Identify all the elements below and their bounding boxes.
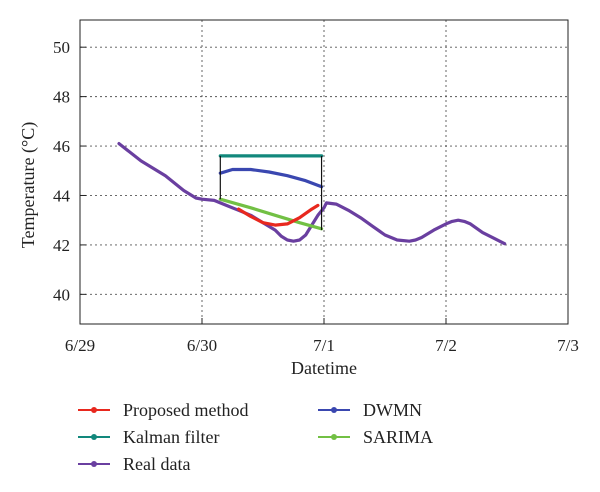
y-tick-label: 50	[53, 38, 70, 57]
series-line-sarima	[218, 197, 324, 231]
y-tick-label: 40	[53, 285, 70, 304]
legend-marker	[91, 407, 97, 413]
x-tick-label: 7/2	[435, 336, 457, 355]
legend-label: DWMN	[363, 400, 422, 420]
x-tick-label: 6/30	[187, 336, 217, 355]
series-lines	[117, 142, 507, 246]
legend-item-sarima: SARIMA	[318, 427, 433, 447]
legend-label: Proposed method	[123, 400, 249, 420]
y-tick-label: 46	[53, 137, 70, 156]
series-line-dwmn	[218, 167, 324, 189]
series-line-proposed-method	[237, 203, 320, 227]
legend-marker	[91, 461, 97, 467]
series-line-real-data	[117, 142, 507, 246]
legend-marker	[331, 407, 337, 413]
legend-item-real-data: Real data	[78, 454, 190, 474]
x-tick-label: 6/29	[65, 336, 95, 355]
legend-item-dwmn: DWMN	[318, 400, 422, 420]
x-tick-label: 7/3	[557, 336, 579, 355]
x-tick-label: 7/1	[313, 336, 335, 355]
legend-label: SARIMA	[363, 427, 433, 447]
y-tick-label: 42	[53, 236, 70, 255]
y-axis-title: Temperature (°C)	[18, 122, 39, 248]
x-axis-title: Datetime	[291, 358, 357, 378]
grid-lines	[80, 20, 568, 324]
axis-ticks: 6/29 6/30 7/1 7/2 7/3 40 42 44 46 48 50	[53, 38, 579, 355]
legend-marker	[331, 434, 337, 440]
y-tick-label: 44	[53, 186, 71, 205]
legend-marker	[91, 434, 97, 440]
legend-item-kalman-filter: Kalman filter	[78, 427, 219, 447]
legend: Proposed method DWMN Kalman filter SARIMA Re…	[78, 400, 433, 474]
y-tick-label: 48	[53, 88, 70, 107]
legend-label: Kalman filter	[123, 427, 219, 447]
legend-label: Real data	[123, 454, 190, 474]
legend-item-proposed-method: Proposed method	[78, 400, 249, 420]
